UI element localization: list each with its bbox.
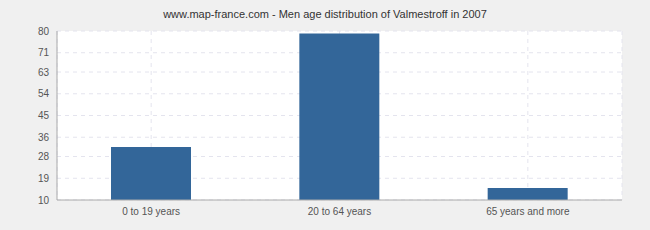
svg-text:0 to 19 years: 0 to 19 years xyxy=(122,206,180,217)
svg-text:20 to 64 years: 20 to 64 years xyxy=(308,206,371,217)
html-text:www.map-france.com - Men age d: www.map-france.com - Men age distributio… xyxy=(163,8,487,20)
svg-text:54: 54 xyxy=(38,88,50,99)
svg-text:80: 80 xyxy=(38,26,50,37)
svg-text:65 years and more: 65 years and more xyxy=(486,206,570,217)
svg-text:19: 19 xyxy=(38,173,50,184)
svg-text:36: 36 xyxy=(38,132,50,143)
svg-text:10: 10 xyxy=(38,195,50,206)
svg-text:45: 45 xyxy=(38,110,50,121)
svg-text:71: 71 xyxy=(38,47,50,58)
svg-text:28: 28 xyxy=(38,151,50,162)
svg-text:63: 63 xyxy=(38,67,50,78)
